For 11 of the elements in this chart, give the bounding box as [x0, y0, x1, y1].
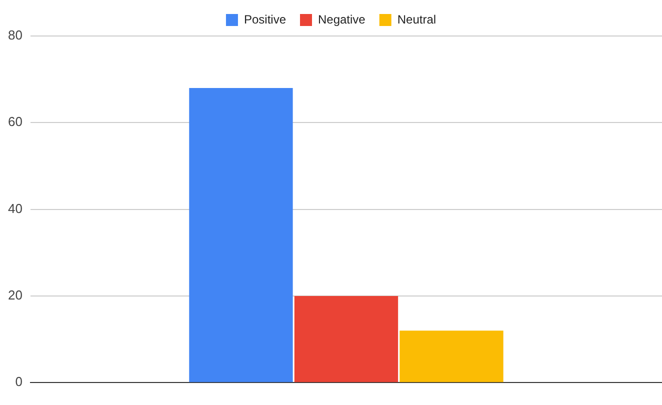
legend-label: Negative [318, 12, 366, 26]
bar [400, 330, 504, 382]
legend-label: Neutral [397, 12, 436, 26]
y-tick-label: 20 [8, 288, 22, 303]
y-tick-label: 40 [8, 200, 22, 216]
bar [294, 296, 398, 382]
bar [189, 88, 293, 382]
y-tick-label: 80 [8, 28, 22, 43]
y-tick-label: 60 [8, 114, 22, 130]
y-tick-label: 0 [15, 374, 22, 390]
legend-label: Positive [244, 12, 286, 26]
